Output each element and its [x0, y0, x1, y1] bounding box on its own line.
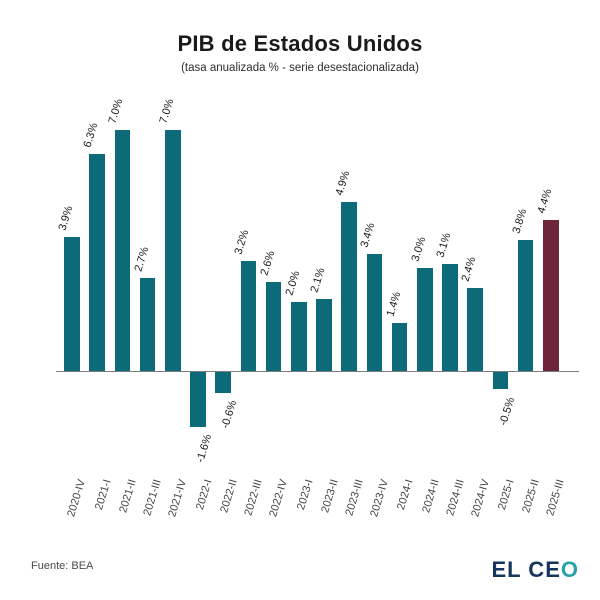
bar-2024-II — [417, 267, 433, 371]
x-tick-label: 2022-II — [218, 478, 240, 515]
x-axis-line — [56, 371, 579, 373]
x-tick-label: 2025-III — [544, 478, 568, 518]
elceo-logo: EL CEO — [491, 557, 579, 583]
bar-2021-I — [89, 154, 105, 371]
logo-o-letter: O — [560, 557, 579, 582]
bar-2023-II — [316, 298, 332, 371]
bar-value-label: 1.4% — [384, 290, 403, 318]
logo-text-main: EL CE — [491, 557, 561, 582]
bar-value-label: 2.7% — [132, 245, 151, 274]
bar-value-label: 3.4% — [358, 221, 378, 250]
bar-2020-IV — [64, 236, 80, 371]
bar-value-label: 4.4% — [535, 187, 555, 215]
bar-2022-IV — [265, 281, 282, 371]
bar-value-label: 4.9% — [333, 169, 353, 198]
x-tick-label: 2024-IV — [468, 478, 492, 519]
x-tick-label: 2024-I — [395, 478, 417, 512]
x-tick-label: 2021-I — [93, 478, 114, 512]
bar-value-label: -0.6% — [219, 398, 240, 430]
x-tick-label: 2021-IV — [166, 478, 190, 519]
bar-value-label: 3.2% — [232, 228, 252, 256]
x-tick-label: 2021-III — [141, 478, 165, 518]
bar-2024-I — [391, 322, 408, 371]
x-tick-label: 2025-II — [520, 478, 543, 515]
bar-2024-IV — [467, 288, 483, 371]
x-tick-label: 2022-I — [193, 478, 215, 512]
bar-value-label: 3.0% — [409, 235, 429, 263]
bar-2021-III — [139, 278, 156, 371]
x-tick-label: 2023-II — [318, 478, 341, 515]
bar-value-label: -1.6% — [194, 433, 215, 465]
bar-value-label: 3.1% — [434, 231, 454, 260]
bar-value-label: 7.0% — [157, 97, 177, 126]
bar-2021-II — [114, 130, 131, 371]
bar-2022-II — [215, 372, 231, 393]
x-tick-label: 2024-II — [419, 478, 442, 515]
bar-value-label: 2.4% — [459, 255, 479, 284]
x-tick-label: 2021-II — [117, 478, 139, 515]
bar-2022-III — [240, 260, 257, 371]
x-tick-label: 2023-IV — [368, 478, 391, 519]
x-tick-label: 2022-IV — [267, 478, 291, 519]
source-note: Fuente: BEA — [31, 560, 94, 572]
bar-2023-IV — [366, 254, 383, 371]
x-tick-label: 2023-I — [294, 478, 316, 512]
chart-subtitle: (tasa anualizada % - serie desestacional… — [181, 62, 419, 74]
bar-value-label: 2.1% — [308, 266, 328, 294]
bar-2023-I — [291, 302, 307, 371]
bar-value-label: 2.0% — [283, 269, 303, 298]
bar-2021-IV — [165, 130, 181, 371]
bar-2023-III — [341, 202, 357, 371]
bar-value-label: 2.6% — [258, 249, 277, 277]
bar-2025-II — [517, 240, 534, 371]
x-tick-label: 2022-III — [242, 478, 265, 518]
bar-value-label: -0.5% — [496, 395, 517, 427]
bar-value-label: 7.0% — [106, 97, 126, 126]
bar-value-label: 6.3% — [81, 121, 101, 150]
x-tick-label: 2023-III — [343, 478, 366, 518]
bar-value-label: 3.8% — [510, 207, 529, 236]
bar-2024-III — [442, 264, 458, 371]
bar-2025-III — [543, 219, 559, 371]
bar-2025-I — [492, 372, 509, 390]
bar-2022-I — [190, 372, 206, 428]
chart-title: PIB de Estados Unidos — [177, 31, 423, 56]
x-tick-label: 2025-I — [496, 478, 517, 512]
bar-value-label: 3.9% — [56, 204, 76, 232]
x-tick-label: 2020-IV — [65, 478, 89, 519]
x-tick-label: 2024-III — [444, 478, 467, 518]
